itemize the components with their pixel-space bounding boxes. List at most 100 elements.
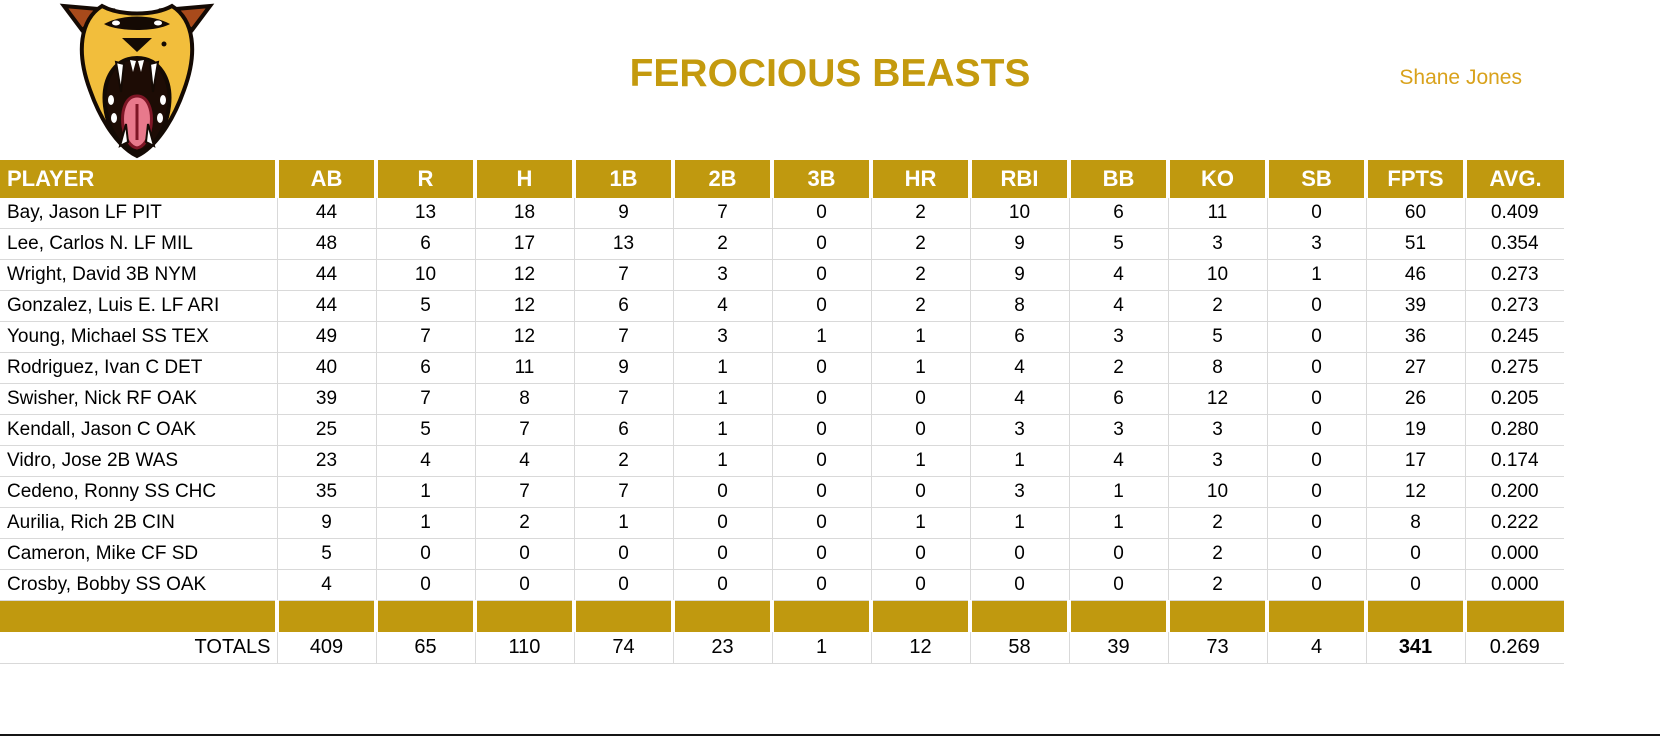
totals-stat-cell: 409 [277, 632, 377, 664]
totals-stat-cell: 73 [1168, 632, 1268, 664]
stat-cell: 1 [1267, 259, 1367, 291]
stat-cell: 2 [475, 507, 575, 539]
stat-cell: 0.409 [1465, 198, 1564, 229]
separator-row [0, 600, 1564, 632]
stat-cell: 0.280 [1465, 414, 1564, 446]
stat-cell: 0 [772, 228, 872, 260]
stat-cell: 7 [475, 476, 575, 508]
stat-cell: 0 [673, 507, 773, 539]
totals-stat-cell: 74 [574, 632, 674, 664]
separator-cell [1366, 600, 1467, 632]
stat-cell: 1 [376, 476, 476, 508]
stat-cell: 0 [673, 538, 773, 570]
stat-cell: 1 [871, 352, 971, 384]
stat-cell: 9 [574, 352, 674, 384]
stat-cell: 6 [376, 352, 476, 384]
stat-cell: 1 [673, 414, 773, 446]
stat-cell: 0 [871, 383, 971, 415]
table-row: Kendall, Jason C OAK 25 5 7 6 1 0 0 3 3 3 0 19 0.280 [0, 414, 1564, 446]
totals-stat-cell: 0.269 [1465, 632, 1564, 664]
stat-cell: 0 [772, 383, 872, 415]
stat-cell: 6 [574, 290, 674, 322]
stat-cell: 0 [1366, 569, 1466, 601]
totals-stat-cell: 4 [1267, 632, 1367, 664]
stat-cell: 3 [673, 259, 773, 291]
stat-cell: 5 [1168, 321, 1268, 353]
stat-cell: 0 [475, 569, 575, 601]
stat-cell: 12 [475, 259, 575, 291]
stat-cell: 11 [1168, 198, 1268, 229]
separator-cell [871, 600, 972, 632]
header-row: PLAYER AB R H 1B 2B 3B HR RBI BB KO SB FPTS AVG. [0, 160, 1564, 198]
player-name-cell: Vidro, Jose 2B WAS [0, 445, 278, 477]
stat-cell: 6 [1069, 198, 1169, 229]
bottom-border [0, 734, 1660, 736]
stat-cell: 2 [871, 259, 971, 291]
column-header-sb: SB [1267, 160, 1368, 198]
totals-stat-cell: 65 [376, 632, 476, 664]
column-header-ab: AB [277, 160, 378, 198]
stat-cell: 0 [1267, 445, 1367, 477]
table-row: Cameron, Mike CF SD 5 0 0 0 0 0 0 0 0 2 0 0 0.000 [0, 538, 1564, 570]
stat-cell: 9 [277, 507, 377, 539]
stat-cell: 0.222 [1465, 507, 1564, 539]
stat-cell: 3 [673, 321, 773, 353]
stat-cell: 1 [871, 321, 971, 353]
stat-cell: 11 [475, 352, 575, 384]
stat-cell: 7 [475, 414, 575, 446]
stat-cell: 4 [970, 352, 1070, 384]
player-name-cell: Cedeno, Ronny SS CHC [0, 476, 278, 508]
stat-cell: 17 [475, 228, 575, 260]
player-name-cell: Crosby, Bobby SS OAK [0, 569, 278, 601]
table-row: Swisher, Nick RF OAK 39 7 8 7 1 0 0 4 6 12 0 26 0.205 [0, 383, 1564, 415]
stat-cell: 6 [970, 321, 1070, 353]
stat-cell: 13 [376, 198, 476, 229]
stat-cell: 2 [574, 445, 674, 477]
stat-cell: 0 [871, 538, 971, 570]
stat-cell: 0 [772, 352, 872, 384]
player-name-cell: Aurilia, Rich 2B CIN [0, 507, 278, 539]
stat-cell: 60 [1366, 198, 1466, 229]
stat-cell: 4 [1069, 290, 1169, 322]
player-name-cell: Cameron, Mike CF SD [0, 538, 278, 570]
separator-cell [1267, 600, 1368, 632]
stat-cell: 7 [376, 383, 476, 415]
separator-cell [1069, 600, 1170, 632]
separator-cell [1168, 600, 1269, 632]
separator-cell [0, 600, 279, 632]
stat-cell: 0 [1267, 290, 1367, 322]
stat-cell: 27 [1366, 352, 1466, 384]
table-row: Aurilia, Rich 2B CIN 9 1 2 1 0 0 1 1 1 2 0 8 0.222 [0, 507, 1564, 539]
stat-cell: 0 [1267, 507, 1367, 539]
totals-stat-cell: 58 [970, 632, 1070, 664]
team-title: FEROCIOUS BEASTS [629, 52, 1031, 95]
stat-cell: 0 [772, 290, 872, 322]
stat-cell: 39 [1366, 290, 1466, 322]
stat-cell: 0 [1267, 352, 1367, 384]
separator-cell [574, 600, 675, 632]
stat-cell: 1 [1069, 476, 1169, 508]
table-row: Gonzalez, Luis E. LF ARI 44 5 12 6 4 0 2 8 4 2 0 39 0… [0, 290, 1564, 322]
stat-cell: 1 [871, 507, 971, 539]
roaring-beast-logo-icon [52, 0, 222, 160]
stat-cell: 0.174 [1465, 445, 1564, 477]
stat-cell: 8 [970, 290, 1070, 322]
stat-cell: 2 [1168, 538, 1268, 570]
totals-row: TOTALS 409 65 110 74 23 1 12 58 39 73 4 341 0.269 [0, 632, 1564, 664]
totals-stat-cell: 110 [475, 632, 575, 664]
stat-cell: 7 [574, 476, 674, 508]
table-row: Rodriguez, Ivan C DET 40 6 11 9 1 0 1 4 2 8 0 27 0.27… [0, 352, 1564, 384]
stats-table: PLAYER AB R H 1B 2B 3B HR RBI BB KO SB FPTS AVG. Bay,… [0, 160, 1564, 664]
stat-cell: 10 [970, 198, 1070, 229]
stat-cell: 1 [673, 445, 773, 477]
table-row: Bay, Jason LF PIT 44 13 18 9 7 0 2 10 6 11 0 60 0.409 [0, 198, 1564, 229]
stat-cell: 0 [1267, 569, 1367, 601]
separator-cell [376, 600, 477, 632]
stat-cell: 0 [1267, 321, 1367, 353]
stat-cell: 3 [1267, 228, 1367, 260]
stat-cell: 5 [1069, 228, 1169, 260]
stat-cell: 35 [277, 476, 377, 508]
stat-cell: 10 [1168, 476, 1268, 508]
stat-cell: 19 [1366, 414, 1466, 446]
stat-cell: 0 [871, 414, 971, 446]
